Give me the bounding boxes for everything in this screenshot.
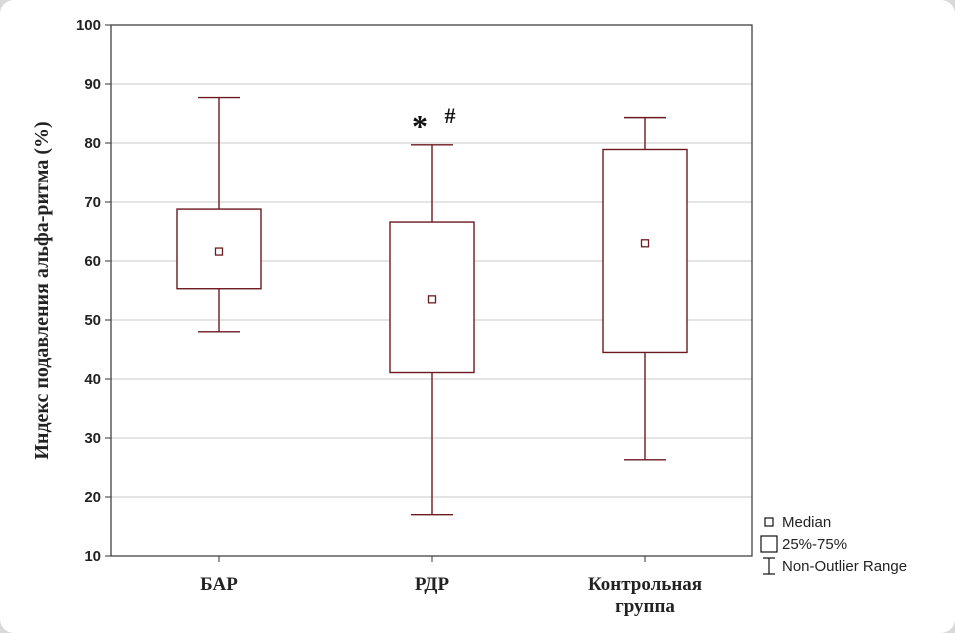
legend-label: 25%-75% <box>782 536 847 553</box>
box-group <box>389 144 475 516</box>
y-tick-label: 30 <box>84 430 101 447</box>
y-tick-label: 20 <box>84 489 101 506</box>
x-category-label: РДР <box>415 574 450 595</box>
y-tick-label: 40 <box>84 371 101 388</box>
y-tick-label: 80 <box>84 135 101 152</box>
median-marker <box>640 239 650 248</box>
box-group <box>176 96 262 333</box>
significance-marker: * <box>412 108 428 144</box>
box-group <box>602 116 688 461</box>
y-axis-label: Индекс подавления альфа-ритма (%) <box>31 121 53 459</box>
iqr-box <box>602 148 688 354</box>
iqr-box <box>176 208 262 290</box>
median-marker <box>214 247 224 256</box>
legend-median-icon <box>764 517 774 527</box>
x-category-label: Контрольная <box>588 574 702 595</box>
x-category-label: группа <box>615 596 675 617</box>
legend-box-icon <box>760 535 778 553</box>
y-tick-label: 70 <box>84 194 101 211</box>
y-tick-label: 50 <box>84 312 101 329</box>
median-marker <box>427 295 437 304</box>
legend-label: Median <box>782 514 831 531</box>
y-tick-label: 60 <box>84 253 101 270</box>
y-tick-label: 90 <box>84 76 101 93</box>
y-tick-label: 10 <box>84 548 101 565</box>
legend-label: Non-Outlier Range <box>782 558 907 575</box>
x-category-label: БАР <box>200 574 238 595</box>
y-tick-label: 100 <box>76 17 101 34</box>
significance-marker: # <box>445 103 456 128</box>
